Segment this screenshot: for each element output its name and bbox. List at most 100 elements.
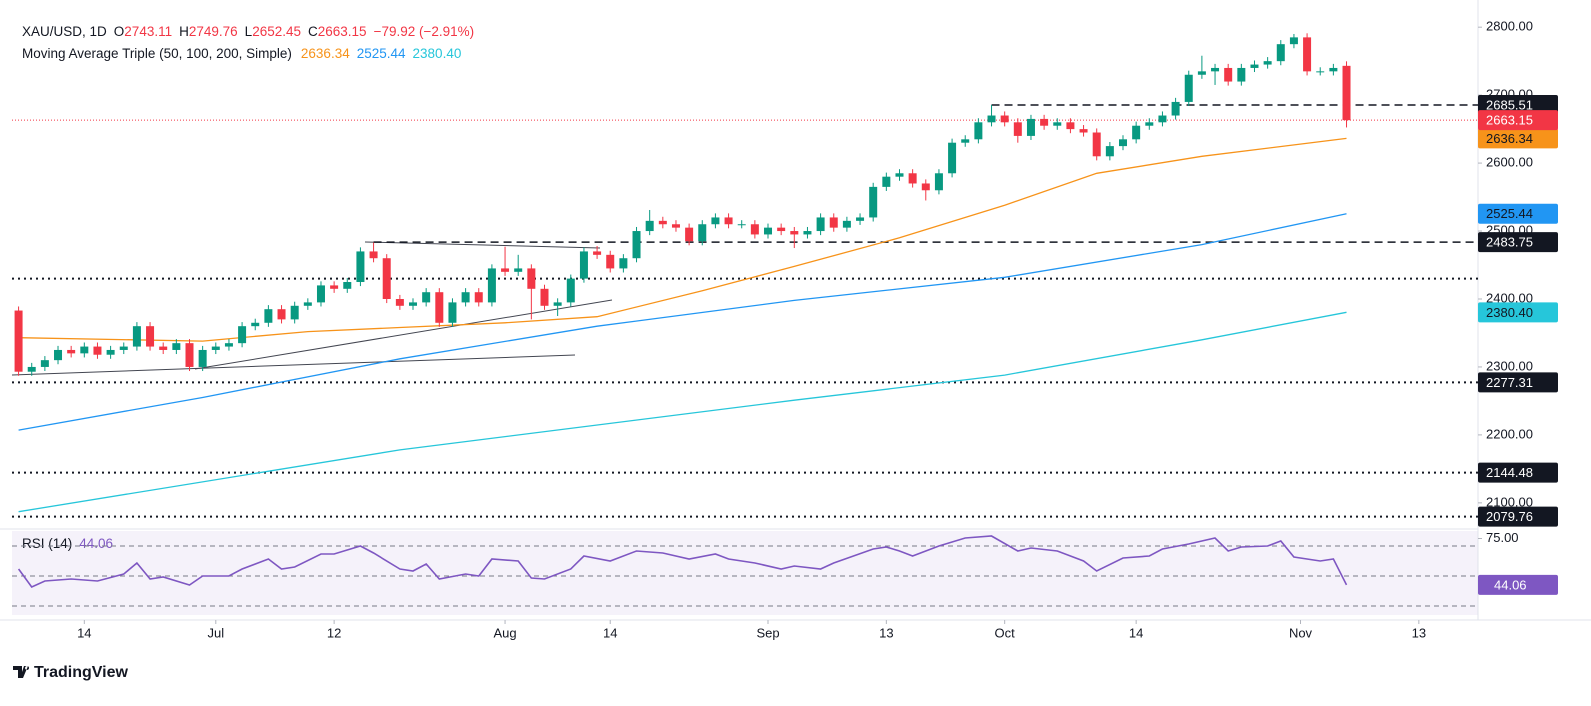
candle-body [645,220,654,232]
candle-body [501,268,510,272]
ohlc-key: C [308,24,318,39]
level-box [1478,94,1558,115]
ma-box [1478,302,1558,323]
candle-body [251,322,260,327]
candle-body [724,217,733,225]
symbol: XAU/USD, 1D [22,24,107,39]
candle-body [106,349,115,355]
candle-body [514,268,523,272]
legend-ma: Moving Average Triple (50, 100, 200, Sim… [22,46,461,61]
ohlc-key: L [245,24,253,39]
trend-lines [11,241,613,376]
candle-body [277,309,286,320]
ma-line [18,311,1347,513]
candle-body [1171,101,1180,116]
candle-body [1316,71,1325,73]
candle-body [1250,64,1259,68]
candle-body [921,183,930,191]
candle-body [895,173,904,177]
candle-body [343,282,352,289]
candle-body [1079,129,1088,133]
candle-body [816,217,825,232]
ma-label: 2525.44 [1486,206,1533,221]
candle-body [698,224,707,242]
candle-body [1026,118,1035,136]
candle-body [316,285,325,303]
candle-body [1342,65,1351,121]
candle-body [1184,74,1193,102]
candle-body [1224,67,1233,82]
y-tick-label: 2100.00 [1486,494,1533,509]
candle-body [948,142,957,174]
candle-body [1053,122,1062,126]
candle-body [987,115,996,123]
candle-body [1329,67,1338,72]
candle-body [1105,146,1114,157]
candle-body [224,343,233,347]
ohlc-value: 2743.11 [124,24,172,39]
ohlc-value: 2652.45 [252,24,301,39]
candle-body [566,278,575,303]
x-tick-label: Aug [493,625,516,640]
candle-body [1092,132,1101,157]
candle-body [303,302,312,306]
candle-body [803,231,812,235]
candle-body [750,224,759,235]
candle-body [658,220,667,225]
legend-rsi: RSI (14) 44.06 [22,536,113,551]
ohlc-value: 2663.15 [318,24,367,39]
candle-body [593,251,602,255]
candle-body [856,217,865,221]
x-tick-label: 14 [77,625,91,640]
price-box [1478,110,1558,131]
x-tick-label: 12 [327,625,341,640]
candle-body [159,346,168,350]
x-tick-label: Jul [207,625,224,640]
ma-box [1478,203,1558,224]
candle-body [422,292,431,303]
level-label: 2483.75 [1486,235,1533,250]
candle-body [1197,71,1206,75]
candle-body [842,220,851,228]
candle-body [487,268,496,303]
rsi-title: RSI (14) [22,536,72,551]
candle-body [1303,37,1312,72]
trend-line [194,299,613,370]
candle-body [869,186,878,218]
x-tick-label: Nov [1289,625,1313,640]
candle-body [579,251,588,279]
candle-body [606,254,615,269]
rsi-box [1478,574,1558,595]
candle-body [1066,122,1075,130]
level-label: 2144.48 [1486,465,1533,480]
rsi-value-label: 44.06 [1494,577,1527,592]
candle-body [14,310,23,372]
candle-body [1119,139,1128,147]
candle-body [93,346,102,355]
candle-body [632,231,641,259]
candle-body [172,343,181,350]
candle-body [132,326,141,347]
x-tick-label: Sep [756,625,779,640]
candle-body [27,366,36,372]
candle-body [671,224,680,228]
candle-body [395,298,404,306]
x-tick-label: Oct [995,625,1016,640]
level-label: 2079.76 [1486,509,1533,524]
x-tick-label: 14 [1129,625,1143,640]
candle-body [934,173,943,191]
level-box [1478,372,1558,393]
ma-value: 2525.44 [357,46,406,61]
candle-body [1000,115,1009,123]
candle-body [54,349,63,361]
y-tick-label: 2300.00 [1486,358,1533,373]
level-label: 2277.31 [1486,375,1533,390]
candle-body [409,302,418,306]
ma-label: 2636.34 [1486,131,1533,146]
trend-line [364,241,601,249]
candle-body [619,258,628,269]
y-tick-label: 2200.00 [1486,426,1533,441]
candle-body [1013,122,1022,136]
candle-body [1040,118,1049,126]
